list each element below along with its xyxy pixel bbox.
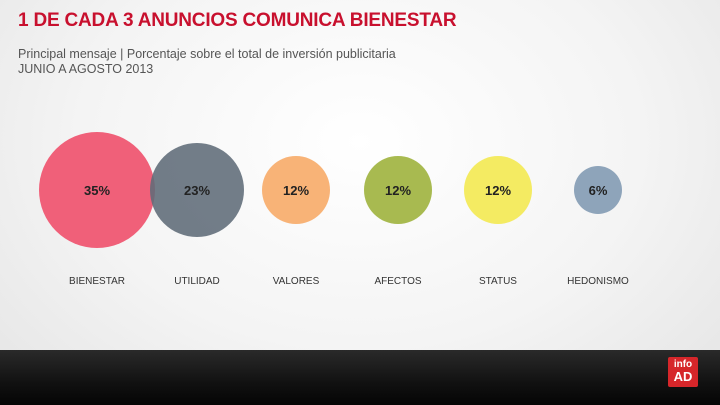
bubble-status [464, 156, 532, 224]
category-label-status: STATUS [479, 276, 517, 287]
subtitle-line-1: Principal mensaje | Porcentaje sobre el … [18, 47, 396, 61]
value-label-hedonismo: 6% [589, 183, 608, 198]
value-label-status: 12% [485, 183, 511, 198]
value-label-afectos: 12% [385, 183, 411, 198]
bubble-valores [262, 156, 330, 224]
category-label-bienestar: BIENESTAR [69, 276, 125, 287]
value-label-valores: 12% [283, 183, 309, 198]
infoad-logo: info AD [668, 357, 698, 387]
bubble-utilidad [150, 143, 244, 237]
bubble-bienestar [39, 132, 155, 248]
logo-text-info: info [673, 359, 693, 370]
category-label-afectos: AFECTOS [374, 276, 421, 287]
category-label-hedonismo: HEDONISMO [567, 276, 629, 287]
bubble-chart: 35% BIENESTAR 23% UTILIDAD 12% VALORES 12% AFEC… [39, 132, 629, 287]
footer-bar [0, 350, 720, 405]
subtitle: Principal mensaje | Porcentaje sobre el … [18, 47, 396, 77]
category-label-valores: VALORES [273, 276, 320, 287]
logo-text-ad: AD [673, 369, 693, 384]
category-label-utilidad: UTILIDAD [174, 276, 220, 287]
value-label-utilidad: 23% [184, 183, 210, 198]
bubble-afectos [364, 156, 432, 224]
value-label-bienestar: 35% [84, 183, 110, 198]
subtitle-line-2: JUNIO A AGOSTO 2013 [18, 62, 154, 76]
bubble-hedonismo [574, 166, 622, 214]
page-title: 1 DE CADA 3 ANUNCIOS COMUNICA BIENESTAR [18, 10, 457, 31]
